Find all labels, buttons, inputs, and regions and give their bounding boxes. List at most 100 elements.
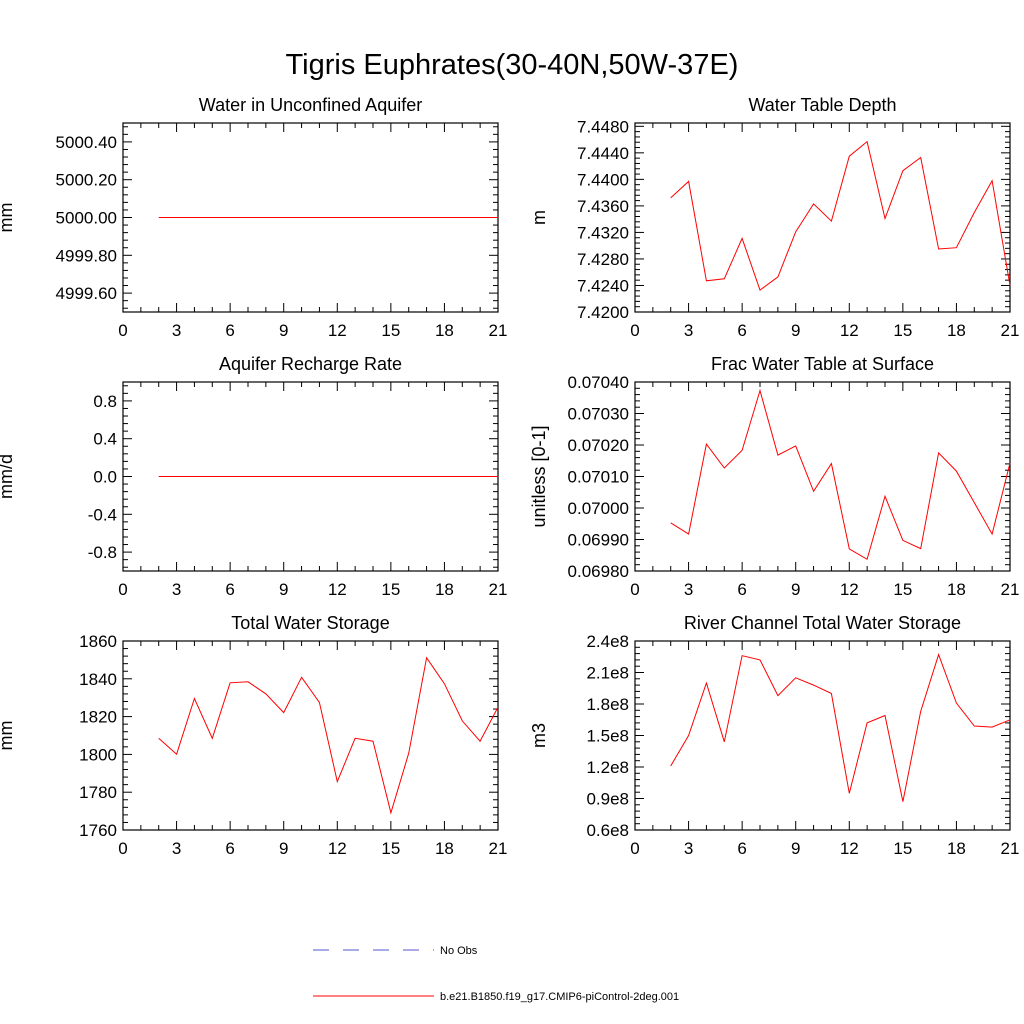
y-tick-label: 5000.40 [56,133,117,152]
y-tick-label: 4999.80 [56,246,117,265]
y-tick-label: 0.8 [93,392,117,411]
x-tick-label: 0 [118,321,127,340]
y-tick-label: -0.4 [88,505,117,524]
x-tick-label: 15 [381,580,400,599]
y-tick-label: 7.4200 [577,303,629,322]
legend-label-model-run: b.e21.B1850.f19_g17.CMIP6-piControl-2deg… [440,991,679,1003]
y-tick-label: 1780 [79,783,117,802]
y-tick-label: 4999.60 [56,284,117,303]
y-tick-label: 7.4280 [577,250,629,269]
y-tick-label: 7.4360 [577,197,629,216]
y-axis-label: mm [0,721,16,751]
panel-title: Water Table Depth [748,95,896,115]
y-tick-label: 1.5e8 [586,727,629,746]
y-axis-label: mm [0,203,16,233]
x-tick-label: 6 [737,580,746,599]
x-tick-label: 12 [840,839,859,858]
y-axis-label: m3 [529,723,549,748]
y-tick-label: 7.4480 [577,117,629,136]
x-tick-label: 15 [893,321,912,340]
panel-total-water-storage: Total Water Storage mm 0 3 6 9 12 15 18 21 1760 178… [0,613,507,858]
x-tick-label: 21 [1001,839,1020,858]
y-tick-label: 0.06990 [568,531,629,550]
series-line [158,656,499,815]
plot-frame [634,640,1011,831]
x-tick-label: 3 [172,839,181,858]
x-tick-label: 21 [1001,580,1020,599]
panel-river-channel-total-water-storage: River Channel Total Water Storage m3 0 3 6 9 1… [529,613,1019,858]
y-tick-label: 0.07000 [568,499,629,518]
y-tick-label: 0.0 [93,468,117,487]
x-tick-label: 0 [630,839,639,858]
x-tick-label: 0 [118,839,127,858]
y-tick-label: 1.2e8 [586,758,629,777]
y-tick-label: 0.07010 [568,468,629,487]
x-tick-label: 18 [435,580,454,599]
x-tick-label: 9 [791,580,800,599]
y-tick-label: -0.8 [88,543,117,562]
series-line [670,653,1011,802]
x-tick-label: 18 [947,580,966,599]
x-tick-label: 21 [489,839,508,858]
x-tick-label: 15 [893,580,912,599]
x-tick-label: 6 [225,321,234,340]
y-tick-label: 0.6e8 [586,821,629,840]
panel-title: Total Water Storage [231,613,389,633]
x-tick-label: 0 [118,580,127,599]
y-axis-label: m [529,210,549,225]
y-tick-label: 1840 [79,670,117,689]
x-tick-label: 3 [684,839,693,858]
panel-title: Frac Water Table at Surface [711,354,934,374]
y-tick-label: 2.4e8 [586,632,629,651]
x-tick-label: 21 [489,321,508,340]
y-tick-label: 0.9e8 [586,790,629,809]
x-tick-label: 9 [279,321,288,340]
x-tick-label: 18 [435,321,454,340]
y-tick-label: 1.8e8 [586,695,629,714]
y-tick-label: 1760 [79,821,117,840]
y-tick-label: 7.4320 [577,223,629,242]
legend: No Obs b.e21.B1850.f19_g17.CMIP6-piContr… [313,945,679,1003]
x-tick-label: 9 [279,839,288,858]
y-tick-label: 2.1e8 [586,664,629,683]
x-tick-label: 12 [328,580,347,599]
y-tick-label: 1800 [79,745,117,764]
x-tick-label: 0 [630,321,639,340]
y-tick-label: 5000.00 [56,209,117,228]
x-tick-label: 6 [737,321,746,340]
x-tick-label: 12 [328,839,347,858]
x-tick-label: 9 [791,321,800,340]
x-tick-label: 15 [381,839,400,858]
y-axis-label: unitless [0-1] [529,425,549,527]
panel-frac-water-table-at-surface: Frac Water Table at Surface unitless [0-1… [529,354,1019,599]
x-tick-label: 0 [630,580,639,599]
y-tick-label: 7.4440 [577,144,629,163]
y-tick-label: 0.07030 [568,405,629,424]
y-tick-label: 5000.20 [56,171,117,190]
figure-title: Tigris Euphrates(30-40N,50W-37E) [286,49,739,81]
plot-frame [122,640,499,831]
y-tick-label: 1820 [79,708,117,727]
panel-title: River Channel Total Water Storage [684,613,961,633]
x-tick-label: 15 [893,839,912,858]
x-tick-label: 6 [225,839,234,858]
x-tick-label: 18 [947,321,966,340]
y-tick-label: 0.06980 [568,562,629,581]
x-tick-label: 3 [684,580,693,599]
panel-title: Water in Unconfined Aquifer [199,95,422,115]
y-tick-label: 7.4400 [577,170,629,189]
x-tick-label: 3 [172,580,181,599]
series-line [670,140,1011,291]
x-tick-label: 12 [840,321,859,340]
y-tick-label: 0.4 [93,430,117,449]
x-tick-label: 6 [225,580,234,599]
y-tick-label: 7.4240 [577,276,629,295]
x-tick-label: 9 [791,839,800,858]
y-tick-label: 0.07020 [568,436,629,455]
x-tick-label: 3 [172,321,181,340]
panel-aquifer-recharge-rate: Aquifer Recharge Rate mm/d 0 3 6 9 12 15 18 21 -0.… [0,354,507,599]
x-tick-label: 12 [840,580,859,599]
x-tick-label: 18 [947,839,966,858]
x-tick-label: 21 [489,580,508,599]
